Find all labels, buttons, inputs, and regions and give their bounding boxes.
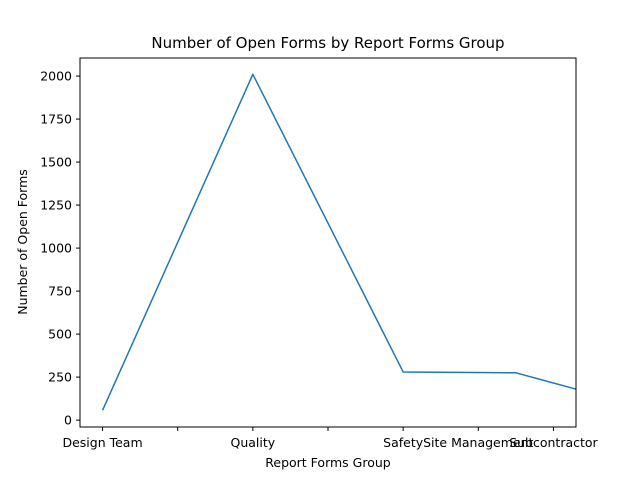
- plot-area: [101, 73, 576, 411]
- y-tick-label: 1000: [40, 241, 72, 256]
- x-tick-label: Design Team: [62, 435, 142, 450]
- y-tick-label: 0: [64, 413, 72, 428]
- y-tick-label: 1250: [40, 198, 72, 213]
- y-axis: 0 250 500 750 1000 1250 1500 1750 2000: [40, 69, 80, 428]
- y-tick-label: 1500: [40, 155, 72, 170]
- y-tick-label: 1750: [40, 112, 72, 127]
- y-tick-label: 250: [48, 370, 72, 385]
- y-tick-label: 750: [48, 284, 72, 299]
- y-axis-label: Number of Open Forms: [15, 169, 30, 315]
- x-tick-label: Quality: [231, 435, 276, 450]
- x-tick-label: Subcontractor: [509, 435, 598, 450]
- chart-title: Number of Open Forms by Report Forms Gro…: [151, 34, 504, 52]
- y-tick-label: 2000: [40, 69, 72, 84]
- x-tick-label: Site Management: [423, 435, 533, 450]
- x-axis-label: Report Forms Group: [265, 455, 391, 470]
- x-tick-label: Safety: [383, 435, 424, 450]
- series-line-1: [101, 73, 576, 411]
- x-axis: Design Team Quality Safety Site ManagementS…: [62, 427, 599, 450]
- y-tick-label: 500: [48, 327, 72, 342]
